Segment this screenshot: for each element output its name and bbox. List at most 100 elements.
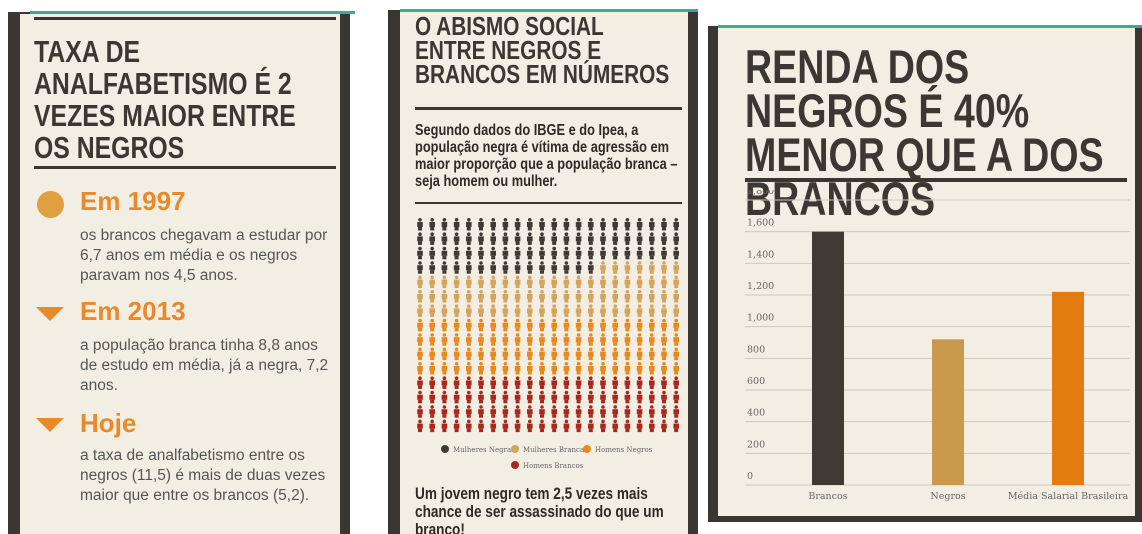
legend-swatch xyxy=(583,445,591,453)
icon-legs xyxy=(637,255,642,260)
icon-body xyxy=(441,337,448,343)
person-icon xyxy=(661,419,667,433)
icon-head xyxy=(515,275,520,280)
person-icon xyxy=(441,261,448,274)
icon-legs xyxy=(442,227,447,231)
icon-head xyxy=(613,419,617,424)
icon-head xyxy=(564,405,569,409)
person-icon xyxy=(441,218,448,231)
icon-head xyxy=(564,290,569,294)
icon-body xyxy=(575,222,582,227)
icon-head xyxy=(589,318,593,323)
icon-legs xyxy=(625,313,630,317)
icon-head xyxy=(528,347,532,352)
person-icon xyxy=(527,347,533,361)
icon-head xyxy=(467,318,471,323)
icon-head xyxy=(467,261,471,265)
icon-head xyxy=(528,318,532,323)
icon-body xyxy=(600,423,606,429)
icon-body xyxy=(551,394,557,400)
icon-head xyxy=(625,390,630,395)
icon-body xyxy=(441,394,448,400)
person-icon xyxy=(563,232,570,245)
icon-head xyxy=(454,318,459,323)
icon-legs xyxy=(662,327,666,332)
person-icon xyxy=(551,290,557,303)
icon-head xyxy=(540,333,544,337)
icon-legs xyxy=(430,270,435,274)
icon-body xyxy=(490,351,496,357)
person-icon xyxy=(612,376,618,389)
icon-body xyxy=(478,279,484,285)
icon-head xyxy=(589,275,593,280)
icon-body xyxy=(600,294,606,299)
person-icon xyxy=(453,390,460,404)
icon-legs xyxy=(674,399,679,404)
icon-head xyxy=(503,376,508,380)
icon-legs xyxy=(491,342,496,346)
icon-legs xyxy=(540,399,544,404)
icon-body xyxy=(453,222,460,227)
section-heading: Hoje xyxy=(80,408,137,438)
icon-legs xyxy=(588,313,593,317)
icon-body xyxy=(478,322,484,328)
icon-body xyxy=(478,351,484,357)
person-icon xyxy=(575,218,582,231)
icon-body xyxy=(441,279,448,285)
icon-head xyxy=(601,333,605,337)
icon-head xyxy=(540,304,544,308)
icon-legs xyxy=(662,399,666,404)
icon-body xyxy=(624,394,631,400)
icon-body xyxy=(624,308,631,314)
person-icon xyxy=(600,218,606,231)
person-icon xyxy=(588,318,594,332)
icon-legs xyxy=(649,385,654,389)
icon-head xyxy=(430,419,434,424)
icon-body xyxy=(441,250,448,256)
person-icon xyxy=(673,362,679,375)
icon-legs xyxy=(649,299,654,303)
icon-head xyxy=(479,261,483,265)
icon-body xyxy=(466,394,472,400)
icon-head xyxy=(625,347,630,352)
icon-body xyxy=(527,265,533,271)
icon-legs xyxy=(576,270,581,274)
icon-legs xyxy=(601,428,605,433)
icon-head xyxy=(589,232,593,236)
icon-legs xyxy=(503,299,508,303)
icon-head xyxy=(540,362,544,366)
icon-head xyxy=(503,232,508,236)
icon-legs xyxy=(466,270,471,274)
icon-head xyxy=(589,405,593,409)
icon-legs xyxy=(674,414,679,418)
person-icon xyxy=(429,304,435,317)
icon-head xyxy=(674,318,678,323)
icon-head xyxy=(552,275,556,280)
icon-head xyxy=(576,376,581,380)
panel-title: O ABISMO SOCIAL ENTRE NEGROS E BRANCOS E… xyxy=(415,11,670,89)
bar-chart: 0 200 400 600 800 1,000 1,200 1,400 1,600 1,800 Br… xyxy=(745,190,1130,502)
icon-legs xyxy=(601,241,605,245)
icon-legs xyxy=(625,371,630,375)
icon-body xyxy=(624,423,631,429)
icon-body xyxy=(636,236,643,242)
icon-head xyxy=(674,304,678,308)
person-icon xyxy=(502,390,509,404)
rule xyxy=(415,107,682,110)
icon-legs xyxy=(515,371,520,375)
icon-head xyxy=(625,362,630,366)
icon-body xyxy=(429,279,435,285)
icon-body xyxy=(636,337,643,343)
icon-legs xyxy=(564,299,569,303)
icon-legs xyxy=(491,313,496,317)
icon-legs xyxy=(540,241,544,245)
person-icon xyxy=(636,304,643,317)
icon-body xyxy=(417,423,423,429)
pictogram: Mulheres Negras Mulheres Brancas Homens Ne… xyxy=(417,218,679,470)
icon-head xyxy=(467,275,471,280)
icon-legs xyxy=(576,414,581,418)
person-icon xyxy=(612,347,618,361)
person-icon xyxy=(490,246,496,260)
icon-head xyxy=(564,390,569,395)
person-icon xyxy=(588,232,594,245)
